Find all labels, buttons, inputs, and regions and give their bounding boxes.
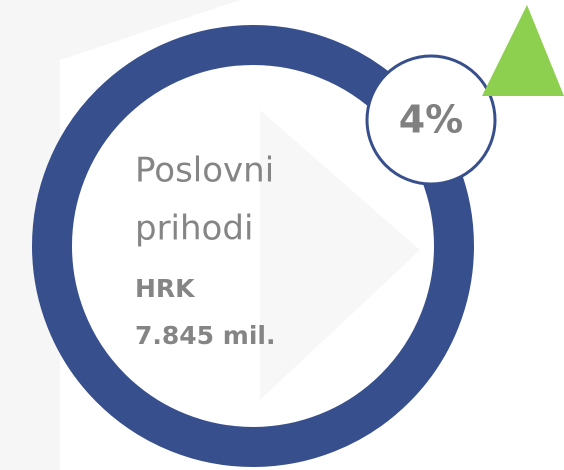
ring bbox=[32, 25, 474, 467]
change-value: 4% bbox=[399, 98, 464, 142]
label-line: Poslovni bbox=[135, 151, 274, 191]
amount: 7.845 mil. bbox=[135, 321, 275, 350]
up-arrow bbox=[482, 5, 564, 96]
label-line: prihodi bbox=[135, 209, 253, 249]
change-badge bbox=[365, 54, 497, 186]
currency: HRK bbox=[135, 274, 196, 303]
background-shape bbox=[260, 110, 420, 400]
